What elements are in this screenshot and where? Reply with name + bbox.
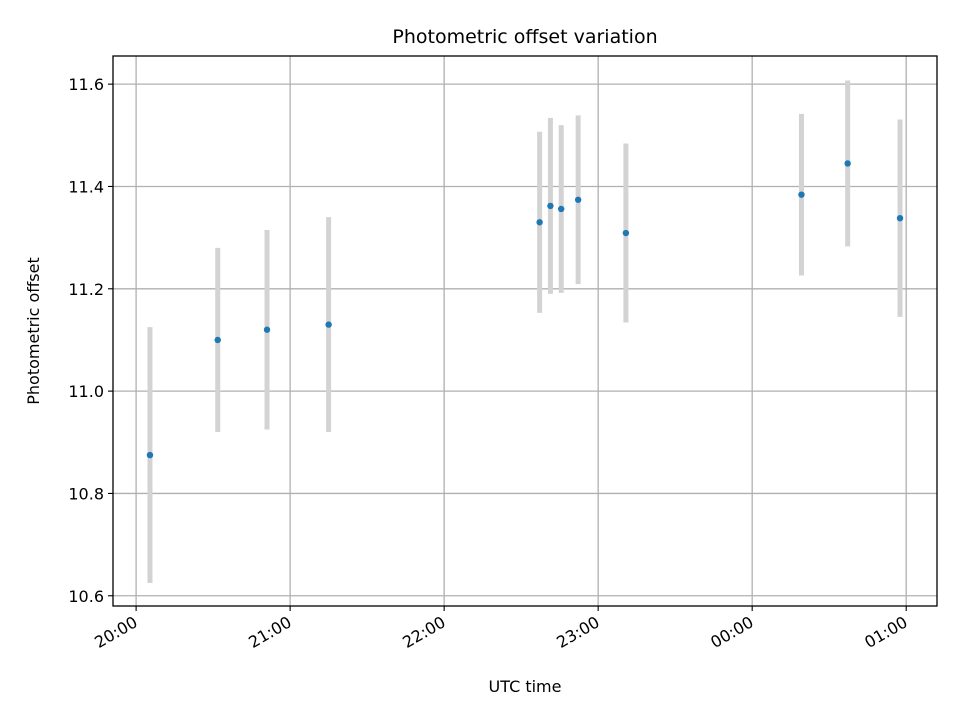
grid bbox=[113, 56, 937, 606]
x-axis-title: UTC time bbox=[489, 677, 562, 696]
y-tick-label: 10.6 bbox=[68, 587, 104, 606]
data-point bbox=[622, 229, 630, 237]
data-point bbox=[574, 196, 582, 203]
data-point bbox=[146, 451, 154, 459]
data-point bbox=[214, 336, 221, 344]
data-point bbox=[263, 326, 271, 333]
y-axis-title: Photometric offset bbox=[24, 257, 43, 405]
y-tick-label: 11.6 bbox=[68, 75, 104, 94]
data-point bbox=[844, 160, 851, 167]
y-tick-label: 10.8 bbox=[68, 484, 104, 503]
data-point bbox=[547, 202, 554, 210]
data-points bbox=[146, 160, 904, 459]
y-tick-label: 11.0 bbox=[68, 382, 104, 401]
chart-title: Photometric offset variation bbox=[392, 26, 657, 48]
data-point bbox=[896, 214, 904, 222]
data-point bbox=[798, 191, 805, 198]
data-point bbox=[325, 321, 332, 328]
plot-frame bbox=[112, 55, 938, 607]
data-point bbox=[536, 219, 543, 226]
y-tick-label: 11.4 bbox=[68, 177, 104, 196]
y-tick-label: 11.2 bbox=[68, 280, 104, 299]
y-axis: 10.6 10.8 11.0 11.2 11.4 11.6 bbox=[68, 75, 113, 606]
data-point bbox=[557, 205, 565, 213]
